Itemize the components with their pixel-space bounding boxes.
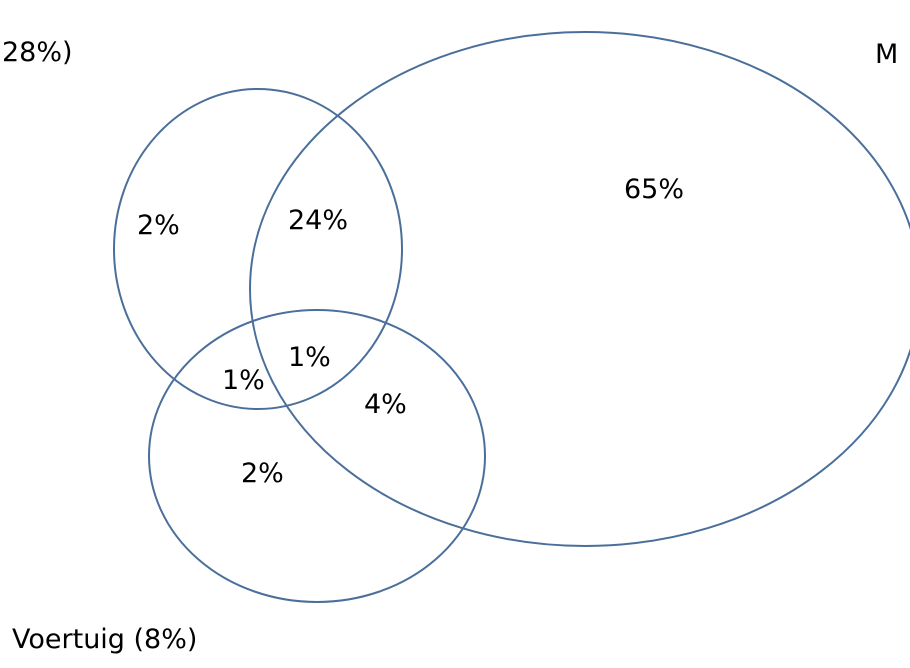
left-set-label: 28%) <box>2 37 73 68</box>
region-left-only: 2% <box>137 210 180 241</box>
bottom-set-label: Voertuig (8%) <box>12 624 197 655</box>
region-right-only: 65% <box>624 174 684 205</box>
region-left-and-bottom: 1% <box>222 365 265 396</box>
region-bottom-only: 2% <box>241 458 284 489</box>
region-left-and-right: 24% <box>288 205 348 236</box>
right-set-label: M <box>875 39 898 70</box>
set-left-circle <box>113 88 403 410</box>
set-bottom-circle <box>148 309 486 603</box>
set-right-ellipse <box>249 31 910 547</box>
region-all-three: 1% <box>288 342 331 373</box>
region-right-and-bottom: 4% <box>364 389 407 420</box>
